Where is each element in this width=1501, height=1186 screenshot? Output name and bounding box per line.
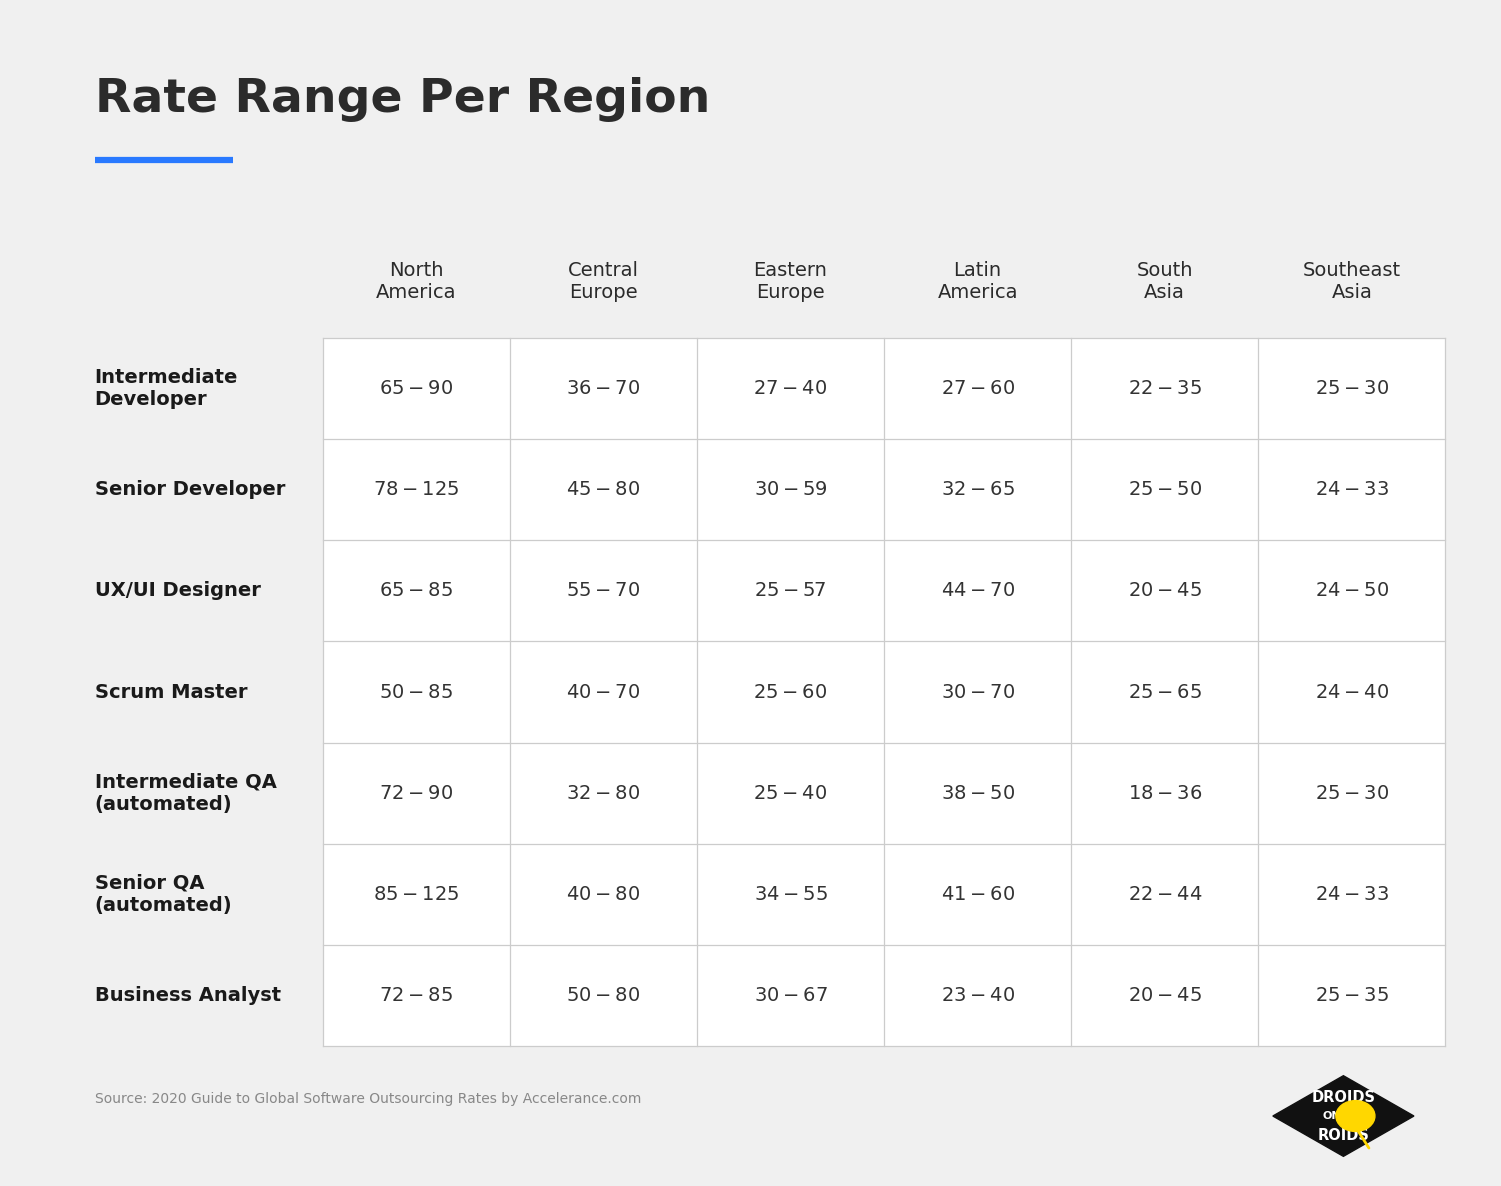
Text: $20 - $45: $20 - $45 [1127,581,1202,600]
Text: $45 - $80: $45 - $80 [566,480,641,499]
Text: ROIDS: ROIDS [1318,1128,1369,1142]
Polygon shape [1273,1076,1414,1156]
Text: $24 - $40: $24 - $40 [1315,682,1388,702]
Text: ON: ON [1322,1111,1340,1121]
Text: $20 - $45: $20 - $45 [1127,986,1202,1005]
Circle shape [1336,1101,1375,1131]
Text: Central
Europe: Central Europe [567,261,639,302]
Text: $44 - $70: $44 - $70 [941,581,1015,600]
Text: $22 - $44: $22 - $44 [1127,885,1202,904]
Text: Eastern
Europe: Eastern Europe [754,261,827,302]
FancyBboxPatch shape [323,338,1445,1046]
Text: $65 - $90: $65 - $90 [380,380,453,398]
Text: Senior Developer: Senior Developer [95,480,285,499]
Text: $72 - $85: $72 - $85 [380,986,453,1005]
Text: $40 - $70: $40 - $70 [566,682,641,702]
Text: Scrum Master: Scrum Master [95,682,248,702]
Text: North
America: North America [377,261,456,302]
Text: $25 - $60: $25 - $60 [754,682,827,702]
Text: Source: 2020 Guide to Global Software Outsourcing Rates by Accelerance.com: Source: 2020 Guide to Global Software Ou… [95,1092,641,1107]
Text: $24 - $33: $24 - $33 [1315,885,1388,904]
Text: $34 - $55: $34 - $55 [754,885,827,904]
Text: South
Asia: South Asia [1136,261,1193,302]
Text: $25 - $40: $25 - $40 [754,784,827,803]
Text: $25 - $57: $25 - $57 [755,581,827,600]
Text: $18 - $36: $18 - $36 [1127,784,1202,803]
Text: Southeast
Asia: Southeast Asia [1303,261,1400,302]
Text: $55 - $70: $55 - $70 [566,581,641,600]
Text: $25 - $30: $25 - $30 [1315,784,1388,803]
Text: $50 - $85: $50 - $85 [380,682,453,702]
Text: $85 - $125: $85 - $125 [374,885,459,904]
Text: Senior QA
(automated): Senior QA (automated) [95,874,233,914]
Text: $30 - $67: $30 - $67 [754,986,827,1005]
Text: $25 - $65: $25 - $65 [1127,682,1202,702]
Text: $36 - $70: $36 - $70 [566,380,641,398]
Text: $78 - $125: $78 - $125 [374,480,459,499]
Text: $32 - $65: $32 - $65 [941,480,1015,499]
Text: $30 - $59: $30 - $59 [754,480,827,499]
Text: Rate Range Per Region: Rate Range Per Region [95,77,710,122]
Text: UX/UI Designer: UX/UI Designer [95,581,261,600]
Text: $27 - $40: $27 - $40 [754,380,827,398]
Text: $24 - $33: $24 - $33 [1315,480,1388,499]
Text: Latin
America: Latin America [938,261,1018,302]
Text: $32 - $80: $32 - $80 [566,784,641,803]
Text: $65 - $85: $65 - $85 [380,581,453,600]
Text: DROIDS: DROIDS [1312,1090,1375,1104]
Text: $72 - $90: $72 - $90 [380,784,453,803]
Text: $25 - $30: $25 - $30 [1315,380,1388,398]
Text: $30 - $70: $30 - $70 [941,682,1015,702]
Text: $38 - $50: $38 - $50 [941,784,1015,803]
Text: $40 - $80: $40 - $80 [566,885,641,904]
Text: $25 - $35: $25 - $35 [1315,986,1388,1005]
Text: Business Analyst: Business Analyst [95,986,281,1005]
Text: $23 - $40: $23 - $40 [941,986,1015,1005]
Text: $24 - $50: $24 - $50 [1315,581,1388,600]
Text: $22 - $35: $22 - $35 [1127,380,1202,398]
Text: Intermediate
Developer: Intermediate Developer [95,368,239,409]
Text: $50 - $80: $50 - $80 [566,986,641,1005]
Text: Intermediate QA
(automated): Intermediate QA (automated) [95,773,276,814]
Text: $41 - $60: $41 - $60 [941,885,1015,904]
Text: $27 - $60: $27 - $60 [941,380,1015,398]
Text: $25 - $50: $25 - $50 [1127,480,1202,499]
